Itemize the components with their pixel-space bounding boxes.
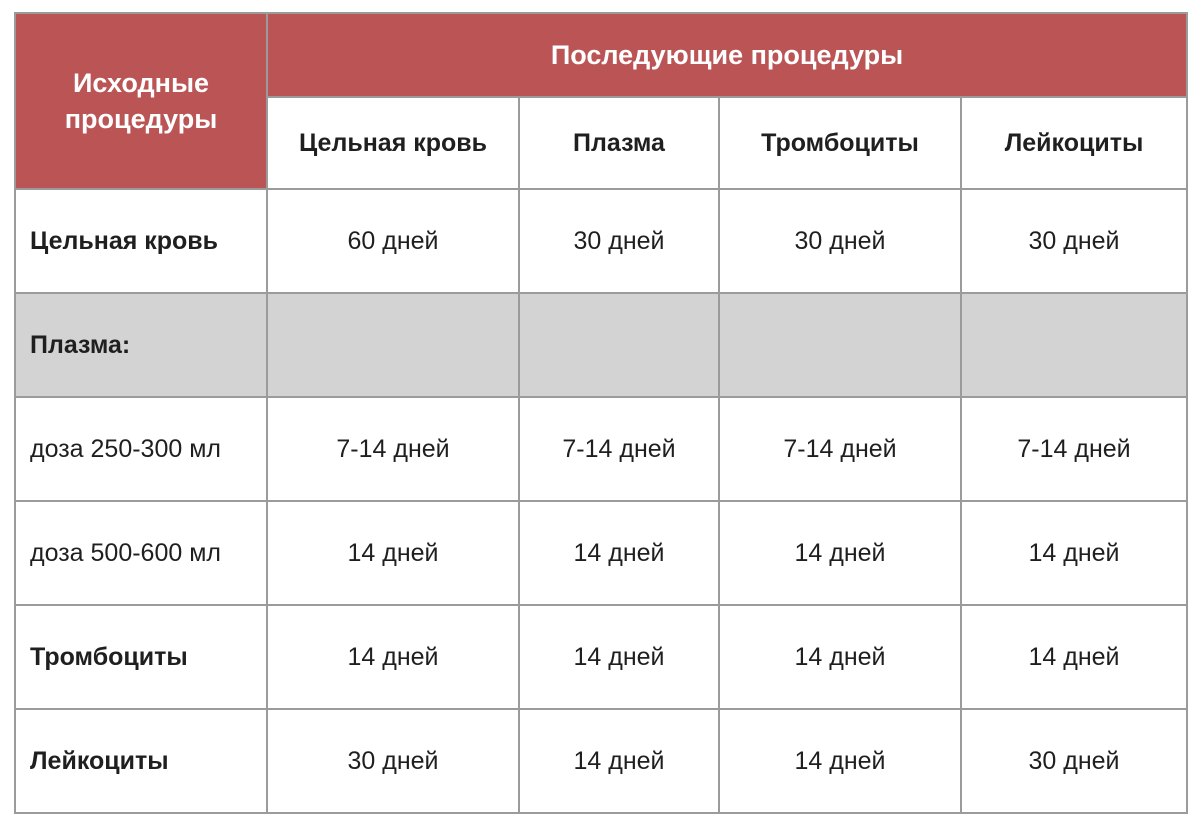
col-header-0: Цельная кровь bbox=[267, 97, 519, 189]
row-label: доза 500-600 мл bbox=[15, 501, 267, 605]
row-label: Плазма: bbox=[15, 293, 267, 397]
header-left-title: Исходные процедуры bbox=[15, 13, 267, 189]
col-header-3: Лейкоциты bbox=[961, 97, 1187, 189]
table-row: доза 500-600 мл14 дней14 дней14 дней14 д… bbox=[15, 501, 1187, 605]
col-header-1: Плазма bbox=[519, 97, 719, 189]
cell: 14 дней bbox=[267, 501, 519, 605]
cell: 14 дней bbox=[961, 501, 1187, 605]
cell: 30 дней bbox=[719, 189, 961, 293]
table-row: Плазма: bbox=[15, 293, 1187, 397]
col-header-2: Тромбоциты bbox=[719, 97, 961, 189]
cell: 30 дней bbox=[267, 709, 519, 813]
procedures-table: Исходные процедуры Последующие процедуры… bbox=[14, 12, 1188, 814]
row-label: доза 250-300 мл bbox=[15, 397, 267, 501]
cell: 30 дней bbox=[519, 189, 719, 293]
cell bbox=[719, 293, 961, 397]
row-label: Лейкоциты bbox=[15, 709, 267, 813]
cell: 14 дней bbox=[719, 709, 961, 813]
table-row: Цельная кровь60 дней30 дней30 дней30 дне… bbox=[15, 189, 1187, 293]
cell: 14 дней bbox=[961, 605, 1187, 709]
cell: 30 дней bbox=[961, 709, 1187, 813]
cell: 30 дней bbox=[961, 189, 1187, 293]
cell: 7-14 дней bbox=[719, 397, 961, 501]
table-row: Лейкоциты30 дней14 дней14 дней30 дней bbox=[15, 709, 1187, 813]
cell: 14 дней bbox=[519, 605, 719, 709]
cell: 14 дней bbox=[519, 709, 719, 813]
cell bbox=[961, 293, 1187, 397]
table-row: Тромбоциты14 дней14 дней14 дней14 дней bbox=[15, 605, 1187, 709]
table-row: доза 250-300 мл7-14 дней7-14 дней7-14 дн… bbox=[15, 397, 1187, 501]
cell: 14 дней bbox=[719, 605, 961, 709]
cell: 7-14 дней bbox=[267, 397, 519, 501]
cell: 60 дней bbox=[267, 189, 519, 293]
cell: 14 дней bbox=[719, 501, 961, 605]
row-label: Тромбоциты bbox=[15, 605, 267, 709]
cell: 7-14 дней bbox=[961, 397, 1187, 501]
cell: 14 дней bbox=[267, 605, 519, 709]
header-top-title: Последующие процедуры bbox=[267, 13, 1187, 97]
cell: 7-14 дней bbox=[519, 397, 719, 501]
cell bbox=[519, 293, 719, 397]
cell: 14 дней bbox=[519, 501, 719, 605]
cell bbox=[267, 293, 519, 397]
row-label: Цельная кровь bbox=[15, 189, 267, 293]
